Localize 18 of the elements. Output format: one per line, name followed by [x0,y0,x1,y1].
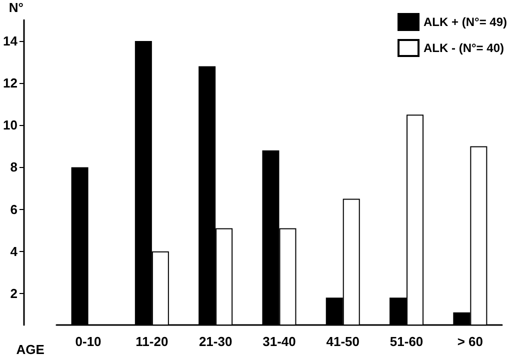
x-tick-label: 41-50 [326,334,360,349]
y-tick-label: 4 [10,244,18,259]
y-tick-label: 6 [10,202,18,217]
y-tick-label: 10 [2,118,18,133]
x-tick-label: 11-20 [136,334,168,349]
x-tick-label: 51-60 [390,334,424,349]
y-tick-label: 12 [2,76,18,91]
legend-label: ALK - (N°= 40) [424,41,504,55]
y-axis-title: N° [8,0,24,15]
x-tick-label: 0-10 [75,334,102,349]
y-tick-label: 8 [10,160,18,175]
legend-label: ALK + (N°= 49) [424,15,508,29]
x-tick-label: 31-40 [262,334,296,349]
y-tick-label: 14 [2,34,18,49]
y-tick-label: 2 [10,286,18,301]
x-tick-label: 21-30 [198,334,232,349]
x-tick-label: > 60 [457,334,484,349]
x-axis-title: AGE [16,342,45,356]
